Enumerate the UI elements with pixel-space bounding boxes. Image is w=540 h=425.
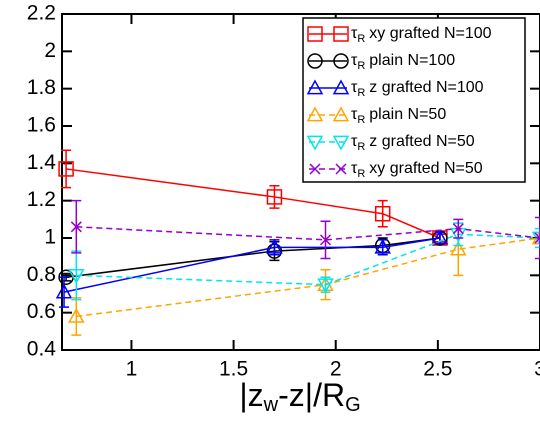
- legend-prefix: τ: [351, 52, 358, 69]
- x-tick-label: 2: [330, 358, 342, 381]
- marker: [307, 53, 323, 69]
- x-axis-label: |zw-z|/RG: [239, 377, 360, 416]
- series-line: [76, 233, 540, 286]
- legend-label: τR plain N=100: [351, 52, 455, 72]
- marker: [58, 161, 74, 177]
- legend-box: [302, 17, 526, 183]
- marker: [68, 268, 85, 284]
- plot-frame: [61, 13, 540, 351]
- legend-name: xy grafted N=50: [369, 160, 483, 177]
- y-tick-label: 1: [44, 226, 56, 249]
- legend-name: z grafted N=100: [369, 79, 483, 96]
- error-bar: [59, 276, 70, 308]
- y-tick-label: 0.6: [27, 300, 56, 323]
- legend-prefix: τ: [351, 133, 358, 150]
- marker: [266, 189, 283, 205]
- marker: [531, 231, 540, 247]
- marker: [333, 26, 349, 42]
- marker: [319, 234, 332, 246]
- marker: [332, 79, 350, 95]
- legend-label: τR z grafted N=50: [351, 133, 475, 153]
- series-line: [76, 226, 540, 241]
- error-bar: [535, 216, 540, 260]
- marker: [68, 307, 85, 323]
- legend-prefix-sub: R: [357, 87, 365, 99]
- x-tick-label: 1.5: [219, 358, 248, 381]
- series-line: [65, 237, 441, 278]
- marker: [55, 283, 73, 299]
- x-axis-label-part: w: [263, 394, 279, 416]
- legend-prefix: τ: [351, 160, 358, 177]
- legend-name: z grafted N=50: [369, 133, 475, 150]
- marker: [266, 238, 283, 254]
- y-tick-label: 1.6: [27, 114, 56, 137]
- legend-label: τR z grafted N=100: [351, 79, 484, 99]
- legend-prefix-sub: R: [357, 60, 365, 72]
- y-tick-label: 1.4: [27, 151, 57, 174]
- legend-label: τR xy grafted N=50: [351, 160, 483, 180]
- marker: [431, 229, 449, 245]
- x-axis-label-part: G: [345, 394, 361, 416]
- legend-prefix: τ: [351, 25, 358, 42]
- legend-name: xy grafted N=100: [369, 25, 491, 42]
- marker: [335, 163, 347, 175]
- marker: [332, 135, 350, 151]
- marker: [374, 238, 391, 254]
- y-tick-label: 2: [44, 39, 56, 62]
- marker: [307, 26, 323, 42]
- x-axis-label-part: -z|/R: [278, 377, 345, 413]
- series-line: [76, 237, 540, 318]
- legend-name: plain N=50: [369, 106, 446, 123]
- series-line: [63, 237, 441, 293]
- y-tick-label: 1.8: [27, 76, 56, 99]
- marker: [333, 53, 349, 69]
- legend-prefix-sub: R: [357, 114, 365, 126]
- x-tick-label: 3: [534, 358, 540, 381]
- marker: [317, 278, 334, 294]
- error-bar: [535, 227, 540, 249]
- x-tick-label: 1: [126, 358, 138, 381]
- legend-prefix-sub: R: [357, 33, 365, 45]
- marker: [70, 221, 82, 233]
- marker: [452, 223, 464, 235]
- legend-name: plain N=100: [369, 52, 455, 69]
- y-tick-label: 0.4: [27, 338, 57, 361]
- series-line: [65, 168, 441, 239]
- marker: [450, 240, 467, 256]
- marker: [306, 79, 324, 95]
- marker: [332, 106, 350, 122]
- legend-prefix: τ: [351, 106, 358, 123]
- legend-label: τR plain N=50: [351, 106, 446, 126]
- marker: [374, 205, 391, 222]
- y-tick-label: 2.2: [27, 2, 56, 25]
- error-bar: [377, 199, 388, 228]
- x-axis-label-part: |z: [239, 377, 263, 413]
- legend-prefix-sub: R: [357, 141, 365, 153]
- legend-prefix-sub: R: [357, 168, 365, 180]
- legend-label: τR xy grafted N=100: [351, 25, 492, 45]
- y-tick-label: 1.2: [27, 188, 56, 211]
- marker: [534, 232, 540, 244]
- legend-prefix: τ: [351, 79, 358, 96]
- marker: [309, 163, 321, 175]
- error-bar: [61, 149, 72, 189]
- marker: [306, 106, 324, 122]
- marker: [306, 135, 324, 151]
- y-tick-label: 0.8: [27, 263, 56, 286]
- x-tick-label: 2.5: [423, 358, 452, 381]
